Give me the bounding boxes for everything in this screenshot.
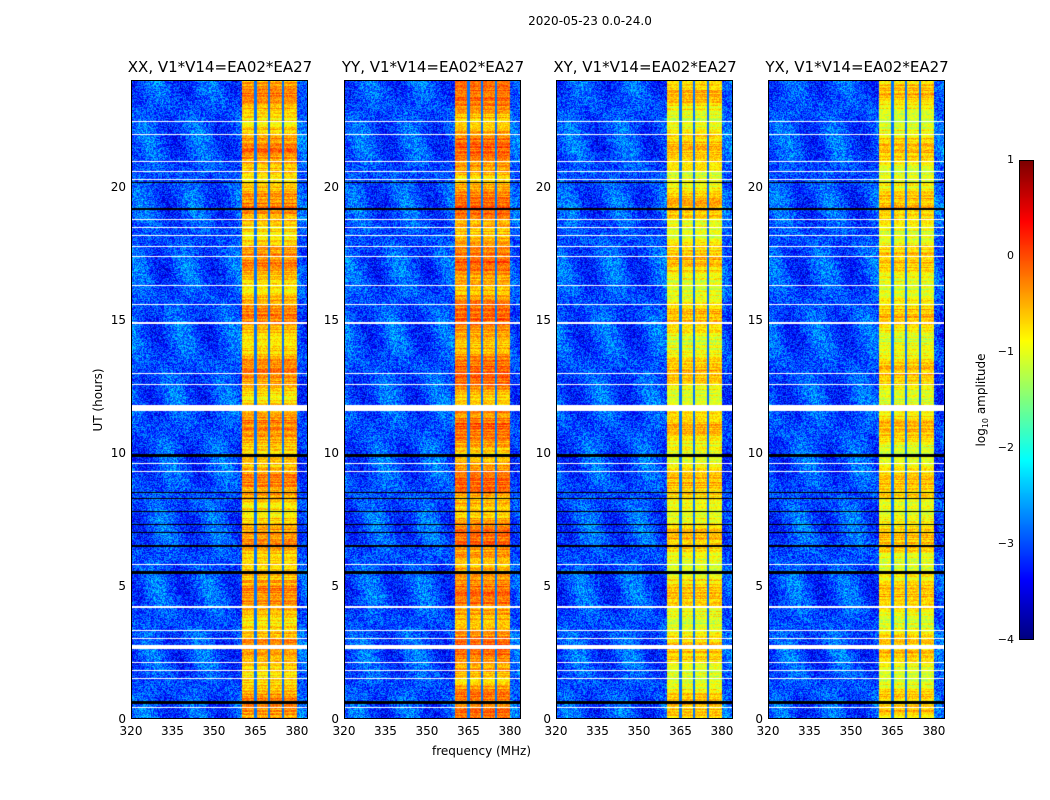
y-tick-label: 5 — [755, 578, 763, 593]
y-tick-label: 20 — [747, 179, 763, 194]
x-tick-label: 365 — [457, 724, 480, 738]
x-tick-label: 350 — [627, 724, 651, 738]
waterfall-panel-4 — [768, 80, 945, 719]
y-tick-label: 10 — [323, 445, 339, 460]
y-tick-label: 15 — [747, 312, 763, 327]
waterfall-panel-3 — [556, 80, 733, 719]
colorbar-tick-label: −4 — [997, 633, 1014, 646]
x-tick-label: 350 — [202, 724, 226, 738]
colorbar-tick-label: −3 — [997, 537, 1014, 550]
figure-suptitle: 2020-05-23 0.0-24.0 — [528, 14, 652, 28]
x-tick-label: 335 — [798, 724, 821, 738]
x-tick-label: 320 — [119, 724, 143, 738]
y-tick-label: 0 — [118, 712, 126, 726]
x-tick-label: 350 — [415, 724, 439, 738]
y-tick-label: 5 — [118, 578, 126, 593]
x-tick-label: 380 — [285, 724, 309, 738]
y-tick-label: 0 — [755, 712, 763, 726]
x-tick-label: 335 — [161, 724, 184, 738]
x-tick-label: 365 — [669, 724, 692, 738]
y-tick-label: 10 — [747, 445, 763, 460]
x-tick-label: 320 — [756, 724, 780, 738]
y-tick-label: 15 — [535, 312, 551, 327]
heatmap-image — [769, 81, 944, 718]
heatmap-image — [345, 81, 520, 718]
panel-title: XX, V1*V14=EA02*EA27 — [127, 58, 313, 76]
x-tick-label: 380 — [710, 724, 734, 738]
y-tick-label: 15 — [323, 312, 339, 327]
y-tick-label: 5 — [543, 578, 551, 593]
x-tick-label: 380 — [922, 724, 946, 738]
y-tick-label: 0 — [543, 712, 551, 726]
heatmap-image — [132, 81, 307, 718]
x-tick-label: 350 — [839, 724, 863, 738]
y-tick-label: 10 — [535, 445, 551, 460]
x-tick-label: 380 — [498, 724, 522, 738]
waterfall-panel-1 — [131, 80, 308, 719]
x-tick-label: 335 — [374, 724, 397, 738]
colorbar-tick-label: 0 — [1007, 249, 1014, 262]
y-tick-label: 20 — [110, 179, 126, 194]
x-tick-label: 320 — [332, 724, 356, 738]
y-tick-label: 10 — [110, 445, 126, 460]
colorbar-tick-label: −1 — [997, 345, 1014, 358]
waterfall-panel-2 — [344, 80, 521, 719]
y-tick-label: 5 — [331, 578, 339, 593]
colorbar — [1019, 160, 1034, 640]
panel-title: YY, V1*V14=EA02*EA27 — [341, 58, 525, 76]
x-tick-label: 365 — [881, 724, 904, 738]
colorbar-tick-label: 1 — [1007, 153, 1014, 166]
x-axis-label: frequency (MHz) — [432, 744, 532, 758]
panel-title: XY, V1*V14=EA02*EA27 — [553, 58, 737, 76]
x-tick-label: 320 — [544, 724, 568, 738]
y-axis-label: UT (hours) — [91, 368, 105, 432]
y-tick-label: 20 — [535, 179, 551, 194]
x-tick-label: 335 — [586, 724, 609, 738]
y-tick-label: 20 — [323, 179, 339, 194]
panel-title: YX, V1*V14=EA02*EA27 — [765, 58, 949, 76]
heatmap-image — [557, 81, 732, 718]
colorbar-tick-label: −2 — [997, 441, 1014, 454]
y-tick-label: 0 — [331, 712, 339, 726]
x-tick-label: 365 — [244, 724, 267, 738]
y-tick-label: 15 — [110, 312, 126, 327]
colorbar-label: log10 amplitude — [973, 353, 991, 447]
